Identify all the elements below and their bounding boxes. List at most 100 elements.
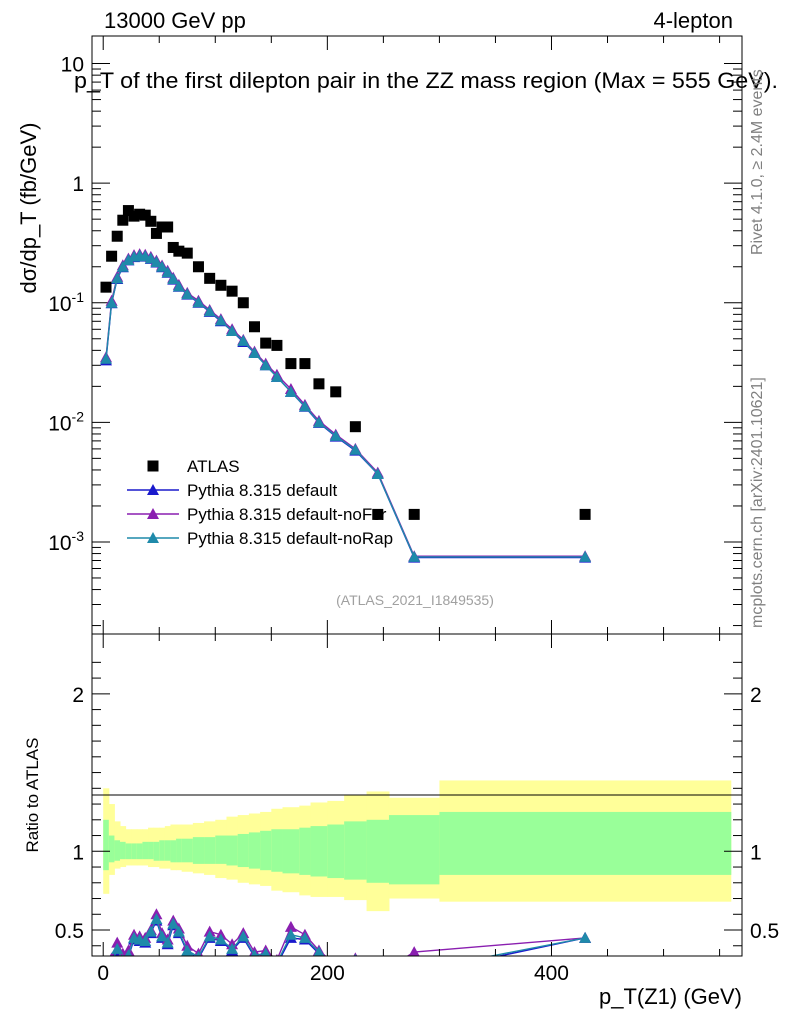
stat-uncertainty-band xyxy=(170,840,177,863)
y-tick-label-main: 10 xyxy=(61,54,84,77)
series-point xyxy=(349,443,362,455)
stat-uncertainty-band xyxy=(260,830,272,871)
ratio-point xyxy=(237,930,250,942)
series-point xyxy=(111,272,124,284)
atlas-point xyxy=(150,227,162,239)
stat-uncertainty-band xyxy=(153,841,160,861)
ratio-point xyxy=(408,946,420,956)
series-point xyxy=(161,266,174,278)
y-tick-label-ratio: 1 xyxy=(72,841,84,864)
atlas-point xyxy=(162,221,174,233)
atlas-point xyxy=(260,337,272,349)
stat-uncertainty-band xyxy=(248,832,261,869)
series-point xyxy=(329,429,342,441)
legend: ATLAS Pythia 8.315 default Pythia 8.315 de… xyxy=(127,457,393,548)
mcplots-label: mcplots.cern.ch [arXiv:2401.10621] xyxy=(749,377,766,628)
series-point xyxy=(150,256,163,268)
ratio-y-tick-labels: 0.5 0.5 1 1 2 2 xyxy=(55,684,779,943)
ratio-point xyxy=(139,935,152,947)
series-point xyxy=(144,252,157,264)
atlas-point xyxy=(192,261,204,273)
stat-uncertainty-band xyxy=(176,838,183,863)
stat-uncertainty-band xyxy=(125,843,132,860)
y-tick-label-ratio: 2 xyxy=(72,684,84,707)
y-axis-label-main: dσ/dp_T (fb/GeV) xyxy=(16,123,41,294)
stat-uncertainty-band xyxy=(142,841,149,860)
legend-marker xyxy=(147,484,159,495)
stat-uncertainty-band xyxy=(439,811,732,875)
y-axis-label-ratio: Ratio to ATLAS xyxy=(23,738,42,853)
ratio-point xyxy=(109,952,114,956)
ratio-point xyxy=(124,949,133,956)
series-point xyxy=(226,325,239,337)
series-point xyxy=(181,288,194,300)
stat-uncertainty-band xyxy=(136,843,143,860)
atlas-point xyxy=(271,339,283,351)
main-y-tick-labels: 10-3 10-2 10-1 1 10 xyxy=(48,54,84,555)
stat-uncertainty-band xyxy=(204,837,216,864)
ratio-axis-ticks xyxy=(92,634,742,956)
y-tick-label-ratio-right: 1 xyxy=(750,841,762,864)
channel-label: 4-lepton xyxy=(653,8,733,33)
y-tick-label-main: 10-1 xyxy=(48,289,84,316)
stat-uncertainty-band xyxy=(159,840,166,861)
stat-uncertainty-band xyxy=(310,826,328,877)
legend-label: ATLAS xyxy=(187,457,240,476)
legend-label: Pythia 8.315 default-noRap xyxy=(187,529,393,548)
ratio-point xyxy=(172,925,185,937)
ratio-point xyxy=(408,968,420,979)
ratio-point xyxy=(354,953,357,956)
ratio-point xyxy=(408,965,420,976)
legend-marker xyxy=(147,460,159,472)
ratio-point xyxy=(261,947,271,956)
series-point xyxy=(408,550,421,562)
ratio-point xyxy=(195,950,202,956)
ratio-point xyxy=(226,942,239,954)
series-point xyxy=(270,370,283,382)
x-tick-label: 400 xyxy=(534,962,569,985)
ratio-point xyxy=(250,949,259,956)
series-point xyxy=(192,296,205,308)
x-tick-label: 0 xyxy=(97,962,109,985)
rivet-label: Rivet 4.1.0, ≥ 2.4M events xyxy=(749,69,766,255)
series-point xyxy=(122,253,135,265)
series-point xyxy=(100,352,113,364)
atlas-point xyxy=(181,247,193,259)
series-point xyxy=(105,296,118,308)
atlas-point xyxy=(249,321,260,333)
ratio-point xyxy=(372,968,384,979)
series-point xyxy=(312,416,325,428)
atlas-point xyxy=(372,508,384,520)
ratio-point xyxy=(156,930,169,942)
y-tick-label-main: 10-2 xyxy=(48,408,84,435)
atlas-point xyxy=(330,386,342,398)
atlas-point xyxy=(100,281,112,293)
atlas-point xyxy=(285,358,297,370)
ratio-point xyxy=(284,920,297,932)
main-axis-ticks xyxy=(92,36,742,634)
series-point xyxy=(116,260,129,272)
ratio-bands xyxy=(103,780,732,912)
stat-uncertainty-band xyxy=(344,821,368,880)
ratio-point xyxy=(111,936,124,948)
stat-uncertainty-band xyxy=(192,837,205,864)
ratio-point xyxy=(313,946,325,956)
stat-uncertainty-band xyxy=(366,819,390,883)
series-point xyxy=(259,359,272,371)
atlas-point xyxy=(117,214,129,226)
atlas-point xyxy=(111,230,123,242)
series-point xyxy=(172,280,185,292)
ratio-point xyxy=(121,953,124,956)
series-point xyxy=(579,550,592,562)
reference-label: (ATLAS_2021_I1849535) xyxy=(336,592,494,608)
stat-uncertainty-band xyxy=(181,838,194,863)
stat-uncertainty-band xyxy=(282,829,300,874)
ratio-point xyxy=(271,959,283,970)
series-point xyxy=(237,334,250,346)
ratio-point xyxy=(203,930,216,942)
x-tick-label: 200 xyxy=(310,962,345,985)
ratio-point xyxy=(122,955,124,956)
series-point xyxy=(214,314,227,326)
ratio-series-group xyxy=(109,908,592,979)
stat-uncertainty-band xyxy=(108,835,115,863)
